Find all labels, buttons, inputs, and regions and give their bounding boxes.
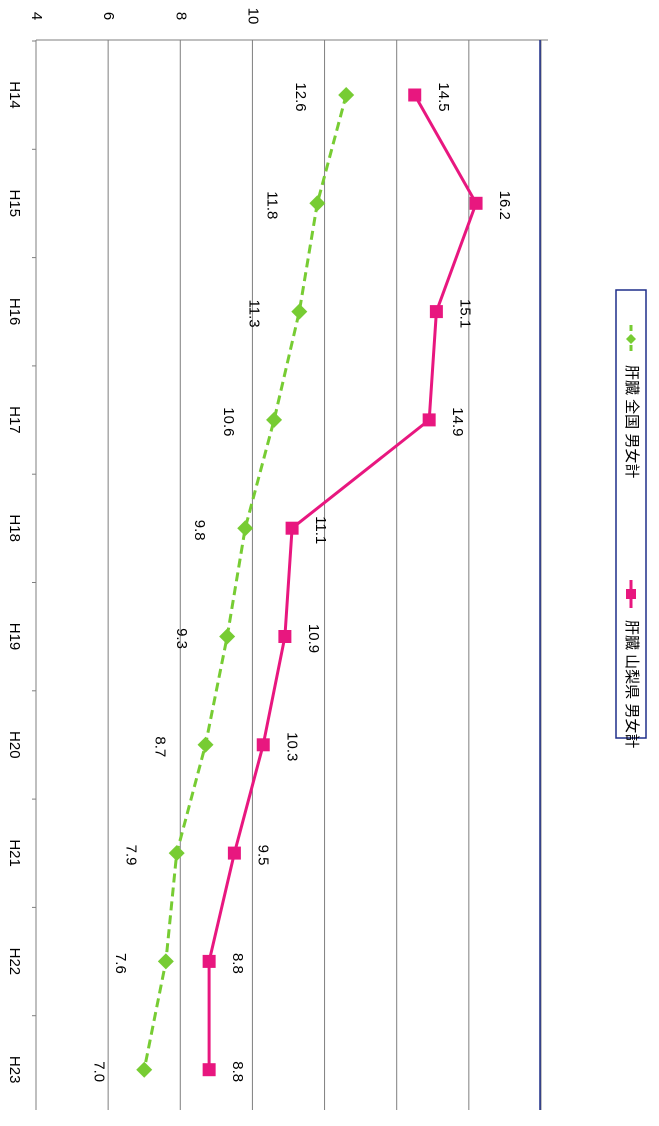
value-tick-label: 6 <box>100 12 117 20</box>
data-point-diamond <box>266 411 283 428</box>
data-point-square <box>285 521 299 535</box>
legend-box <box>615 289 647 739</box>
series-line <box>142 94 348 1070</box>
data-label: 11.8 <box>263 191 280 219</box>
data-point-square <box>422 413 436 427</box>
data-label: 14.9 <box>449 407 466 436</box>
data-point-diamond <box>237 520 254 537</box>
category-label: H21 <box>6 839 23 867</box>
data-label: 10.3 <box>283 732 300 761</box>
value-tick-label: 10 <box>244 8 261 25</box>
data-point-diamond <box>168 845 185 862</box>
data-point-square <box>227 846 241 860</box>
data-point-square <box>429 305 443 319</box>
data-label: 8.7 <box>152 736 169 757</box>
data-label: 16.2 <box>496 191 513 220</box>
category-label: H19 <box>6 623 23 651</box>
data-point-diamond <box>291 303 308 320</box>
legend-marker-diamond <box>626 334 636 344</box>
data-point-diamond <box>197 736 214 753</box>
data-label: 8.8 <box>229 953 246 974</box>
data-label: 14.5 <box>435 82 452 111</box>
data-label: 15.1 <box>456 299 473 328</box>
data-point-square <box>408 88 422 102</box>
data-label: 11.3 <box>245 300 262 328</box>
category-label: H15 <box>6 190 23 218</box>
data-label: 12.6 <box>292 82 309 111</box>
data-point-square <box>469 196 483 210</box>
legend-label: 肝臓 全国 男女計 <box>623 365 641 478</box>
data-point-diamond <box>157 953 174 970</box>
data-label: 10.6 <box>220 407 237 436</box>
data-label: 7.0 <box>90 1061 107 1082</box>
category-label: H23 <box>6 1056 23 1084</box>
value-tick-label: 8 <box>172 12 189 20</box>
data-label: 7.6 <box>112 953 129 974</box>
legend-marker-square <box>626 589 636 599</box>
data-label: 7.9 <box>123 845 140 866</box>
data-point-square <box>256 738 270 752</box>
data-point-diamond <box>309 195 326 212</box>
data-point-diamond <box>219 628 236 645</box>
data-point-square <box>202 954 216 968</box>
data-label: 8.8 <box>229 1061 246 1082</box>
legend-label: 肝臓 山梨県 男女計 <box>623 620 641 748</box>
data-label: 9.3 <box>173 628 190 649</box>
data-point-square <box>202 1063 216 1077</box>
data-label: 11.1 <box>312 516 329 544</box>
category-label: H20 <box>6 731 23 759</box>
data-label: 9.8 <box>191 520 208 541</box>
data-label: 9.5 <box>254 845 271 866</box>
series-line <box>207 94 478 1070</box>
category-label: H18 <box>6 514 23 542</box>
category-label: H17 <box>6 406 23 434</box>
data-label: 10.9 <box>305 624 322 653</box>
data-point-diamond <box>338 87 355 103</box>
category-label: H22 <box>6 948 23 976</box>
value-tick-label: 4 <box>28 12 45 20</box>
category-label: H16 <box>6 298 23 326</box>
data-point-square <box>278 630 292 643</box>
data-point-diamond <box>136 1061 153 1078</box>
category-label: H14 <box>6 81 23 109</box>
